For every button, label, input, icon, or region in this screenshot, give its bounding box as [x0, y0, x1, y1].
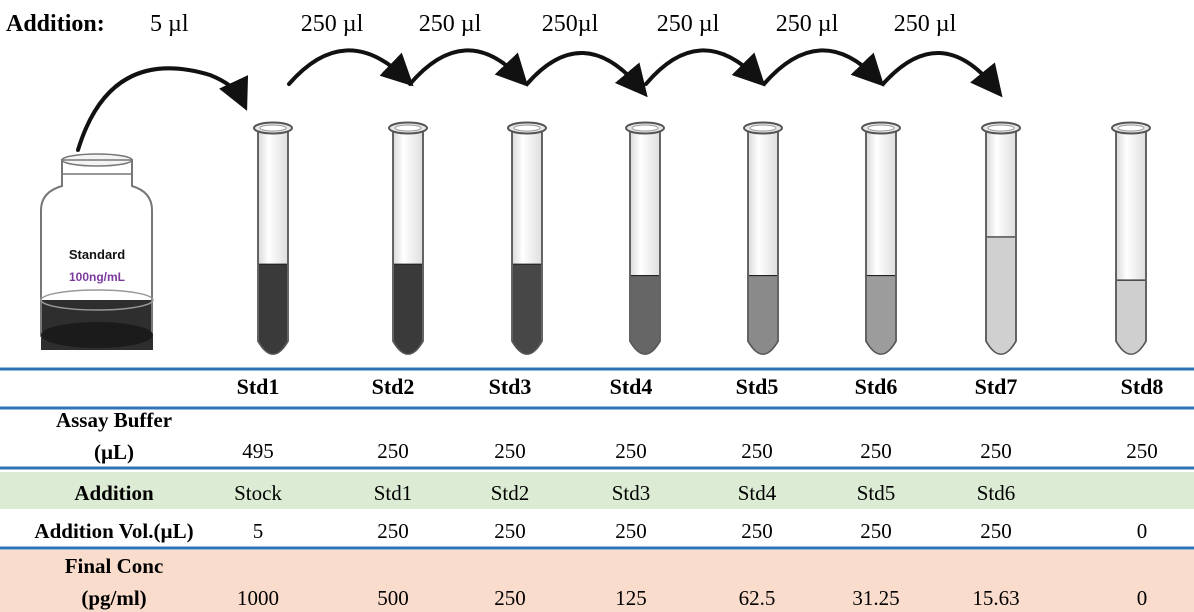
table-cell: 250 [377, 439, 409, 463]
table-row-label: (µL) [94, 440, 134, 464]
addition-label: Addition: [6, 11, 105, 37]
table-cell: Std6 [977, 481, 1016, 505]
tube-std8 [1111, 121, 1151, 355]
addition-first-amount: 5 µl [150, 11, 189, 37]
table-header-std2: Std2 [372, 374, 415, 399]
table-cell: Stock [234, 481, 282, 505]
tube-liquid [1117, 280, 1145, 354]
table-row-label: Addition [74, 481, 154, 505]
table-header-std3: Std3 [489, 374, 532, 399]
table-cell: 250 [741, 439, 773, 463]
tube-liquid [987, 236, 1015, 354]
table-row-label: (pg/ml) [81, 586, 146, 610]
stock-to-std1-arrow [76, 66, 249, 152]
transfer-amount-label: 250µl [542, 11, 599, 37]
table-cell: 15.63 [972, 586, 1019, 610]
table-header-std4: Std4 [610, 374, 653, 399]
tube-std3 [507, 121, 547, 355]
table-header-std6: Std6 [855, 374, 898, 399]
tube-liquid [259, 264, 287, 354]
transfer-amount-labels: 250 µl 250 µl 250µl 250 µl 250 µl 250 µl [301, 11, 957, 37]
table-cell: 0 [1137, 586, 1148, 610]
table-divider [0, 367, 1194, 371]
table-header-std1: Std1 [237, 374, 280, 399]
table-cell: 250 [860, 439, 892, 463]
bottle-concentration: 100ng/mL [69, 270, 125, 284]
tube-liquid [749, 275, 777, 354]
tube-std1 [253, 121, 293, 355]
table-cell: 250 [615, 519, 647, 543]
tube-std5 [743, 121, 783, 355]
table-cell: 250 [494, 519, 526, 543]
table-header-std7: Std7 [975, 374, 1018, 399]
dilution-table: Std1 Std2 Std3 Std4 Std5 Std6 Std7 Std8 Assay Bu… [0, 367, 1194, 612]
table-cell: 1000 [237, 586, 279, 610]
table-cell: 250 [860, 519, 892, 543]
std5-to-std6-arrow [762, 48, 885, 87]
table-divider [0, 466, 1194, 470]
table-cell: Std2 [491, 481, 530, 505]
transfer-amount-label: 250 µl [657, 11, 720, 37]
tube-std6 [861, 121, 901, 355]
table-cell: 125 [615, 586, 647, 610]
table-header-std8: Std8 [1121, 374, 1164, 399]
table-row-background [0, 472, 1194, 509]
tube-std7 [981, 121, 1021, 355]
bottle-name: Standard [69, 247, 125, 262]
table-row-label: Final Conc [65, 554, 164, 578]
table-cell: 250 [615, 439, 647, 463]
table-cell: Std1 [374, 481, 413, 505]
table-cell: 0 [1137, 519, 1148, 543]
transfer-amount-label: 250 µl [894, 11, 957, 37]
table-cell: 31.25 [852, 586, 899, 610]
table-cell: 250 [1126, 439, 1158, 463]
table-cell: 5 [253, 519, 264, 543]
tube-liquid [394, 264, 422, 354]
table-cell: 500 [377, 586, 409, 610]
table-cell: 250 [980, 439, 1012, 463]
table-row: Assay Buffer (µL) 495 250 250 250 250 250 250 250 [56, 408, 1158, 464]
tube-std4 [625, 121, 665, 355]
table-cell: 250 [494, 439, 526, 463]
table-cell: Std3 [612, 481, 651, 505]
tube-liquid [631, 275, 659, 354]
std6-to-std7-arrow [881, 51, 1003, 98]
table-cell: 250 [741, 519, 773, 543]
std3-to-std4-arrow [525, 51, 648, 98]
table-divider [0, 546, 1194, 550]
transfer-amount-label: 250 µl [776, 11, 839, 37]
std4-to-std5-arrow [644, 48, 766, 87]
table-row-label: Assay Buffer [56, 408, 172, 432]
table-cell: 250 [377, 519, 409, 543]
table-row-label: Addition Vol.(µL) [34, 519, 193, 543]
transfer-amount-label: 250 µl [419, 11, 482, 37]
table-cell: 250 [494, 586, 526, 610]
table-cell: 62.5 [739, 586, 776, 610]
transfer-amount-label: 250 µl [301, 11, 364, 37]
table-cell: Std4 [738, 481, 777, 505]
tube-liquid [867, 275, 895, 354]
transfer-arrows [76, 48, 1003, 152]
table-row: Final Conc (pg/ml) 1000 500 250 125 62.5 31.25 1… [65, 554, 1148, 610]
table-cell: 250 [980, 519, 1012, 543]
table-row: Addition Vol.(µL) 5 250 250 250 250 250 250 0 [34, 519, 1147, 543]
table-divider [0, 406, 1194, 410]
table-cell: 495 [242, 439, 274, 463]
addition-header: Addition: 5 µl 250 µl 250 µl 250µl 250 µl 25… [6, 11, 957, 37]
standard-bottle: Standard 100ng/mL [40, 153, 154, 350]
tube-std2 [388, 121, 428, 355]
table-row: Addition Stock Std1 Std2 Std3 Std4 Std5 Std6 [74, 481, 1015, 505]
dilution-tubes [253, 121, 1151, 355]
table-row-background [0, 550, 1194, 612]
table-header-std5: Std5 [736, 374, 779, 399]
tube-liquid [513, 264, 541, 354]
std1-to-std2-arrow [287, 48, 414, 87]
table-cell: Std5 [857, 481, 896, 505]
std2-to-std3-arrow [408, 48, 529, 87]
